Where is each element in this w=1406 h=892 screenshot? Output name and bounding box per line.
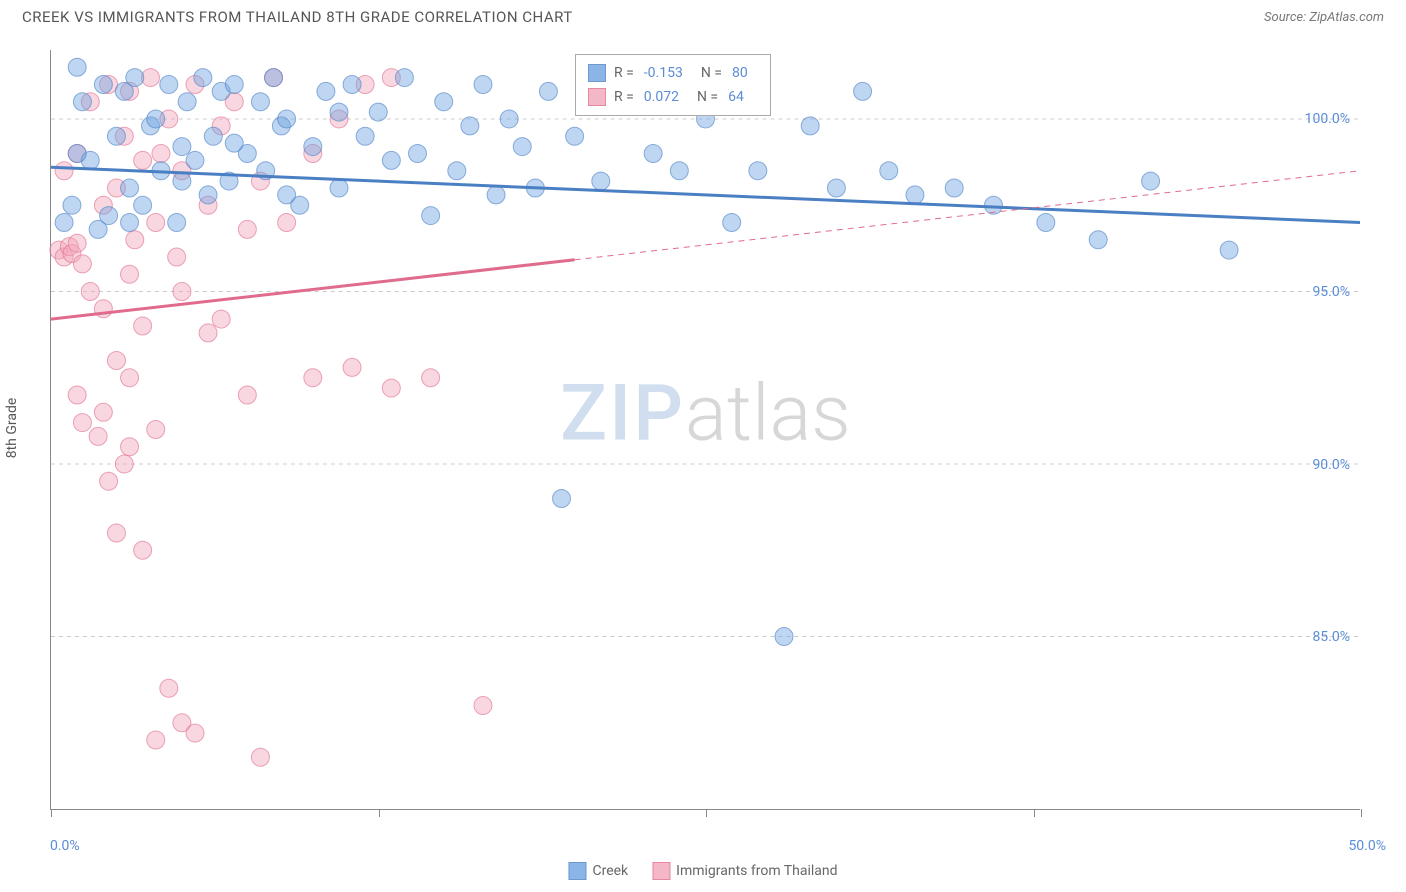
- bottom-legend-thailand: Immigrants from Thailand: [652, 862, 837, 880]
- legend-row-thailand: R = 0.072 N = 64: [588, 85, 758, 109]
- source-attribution: Source: ZipAtlas.com: [1264, 10, 1384, 25]
- legend-r-thailand: 0.072: [644, 89, 679, 105]
- x-tick: [1361, 809, 1362, 817]
- x-tick-0: 0.0%: [50, 838, 80, 854]
- legend-n-creek: 80: [732, 65, 748, 81]
- x-tick: [51, 809, 52, 817]
- bottom-legend-thailand-label: Immigrants from Thailand: [676, 863, 837, 879]
- swatch-creek: [588, 64, 606, 82]
- y-tick-label: 90.0%: [1312, 457, 1350, 473]
- legend-n-label: N =: [697, 89, 718, 105]
- legend-r-label: R =: [614, 89, 634, 105]
- scatter-svg: [51, 50, 1360, 809]
- x-tick: [1034, 809, 1035, 817]
- x-tick: [706, 809, 707, 817]
- chart-header: CREEK VS IMMIGRANTS FROM THAILAND 8TH GR…: [0, 0, 1406, 38]
- y-axis-label: 8th Grade: [4, 398, 20, 459]
- y-tick-label: 100.0%: [1305, 111, 1350, 127]
- x-tick: [379, 809, 380, 817]
- bottom-legend: Creek Immigrants from Thailand: [568, 862, 837, 880]
- legend-r-creek: -0.153: [644, 65, 683, 81]
- bottom-legend-creek-label: Creek: [592, 863, 628, 879]
- x-tick-50: 50.0%: [1348, 838, 1386, 854]
- y-tick-label: 95.0%: [1312, 284, 1350, 300]
- legend-r-label: R =: [614, 65, 634, 81]
- bottom-legend-creek: Creek: [568, 862, 628, 880]
- swatch-thailand: [652, 862, 670, 880]
- chart-title: CREEK VS IMMIGRANTS FROM THAILAND 8TH GR…: [22, 8, 573, 26]
- y-tick-label: 85.0%: [1312, 629, 1350, 645]
- swatch-creek: [568, 862, 586, 880]
- correlation-legend: R = -0.153 N = 80 R = 0.072 N = 64: [575, 54, 771, 116]
- legend-n-label: N =: [701, 65, 722, 81]
- legend-n-thailand: 64: [728, 89, 744, 105]
- legend-row-creek: R = -0.153 N = 80: [588, 61, 758, 85]
- swatch-thailand: [588, 88, 606, 106]
- plot-area: ZIPatlas R = -0.153 N = 80 R = 0.072 N =…: [50, 50, 1360, 810]
